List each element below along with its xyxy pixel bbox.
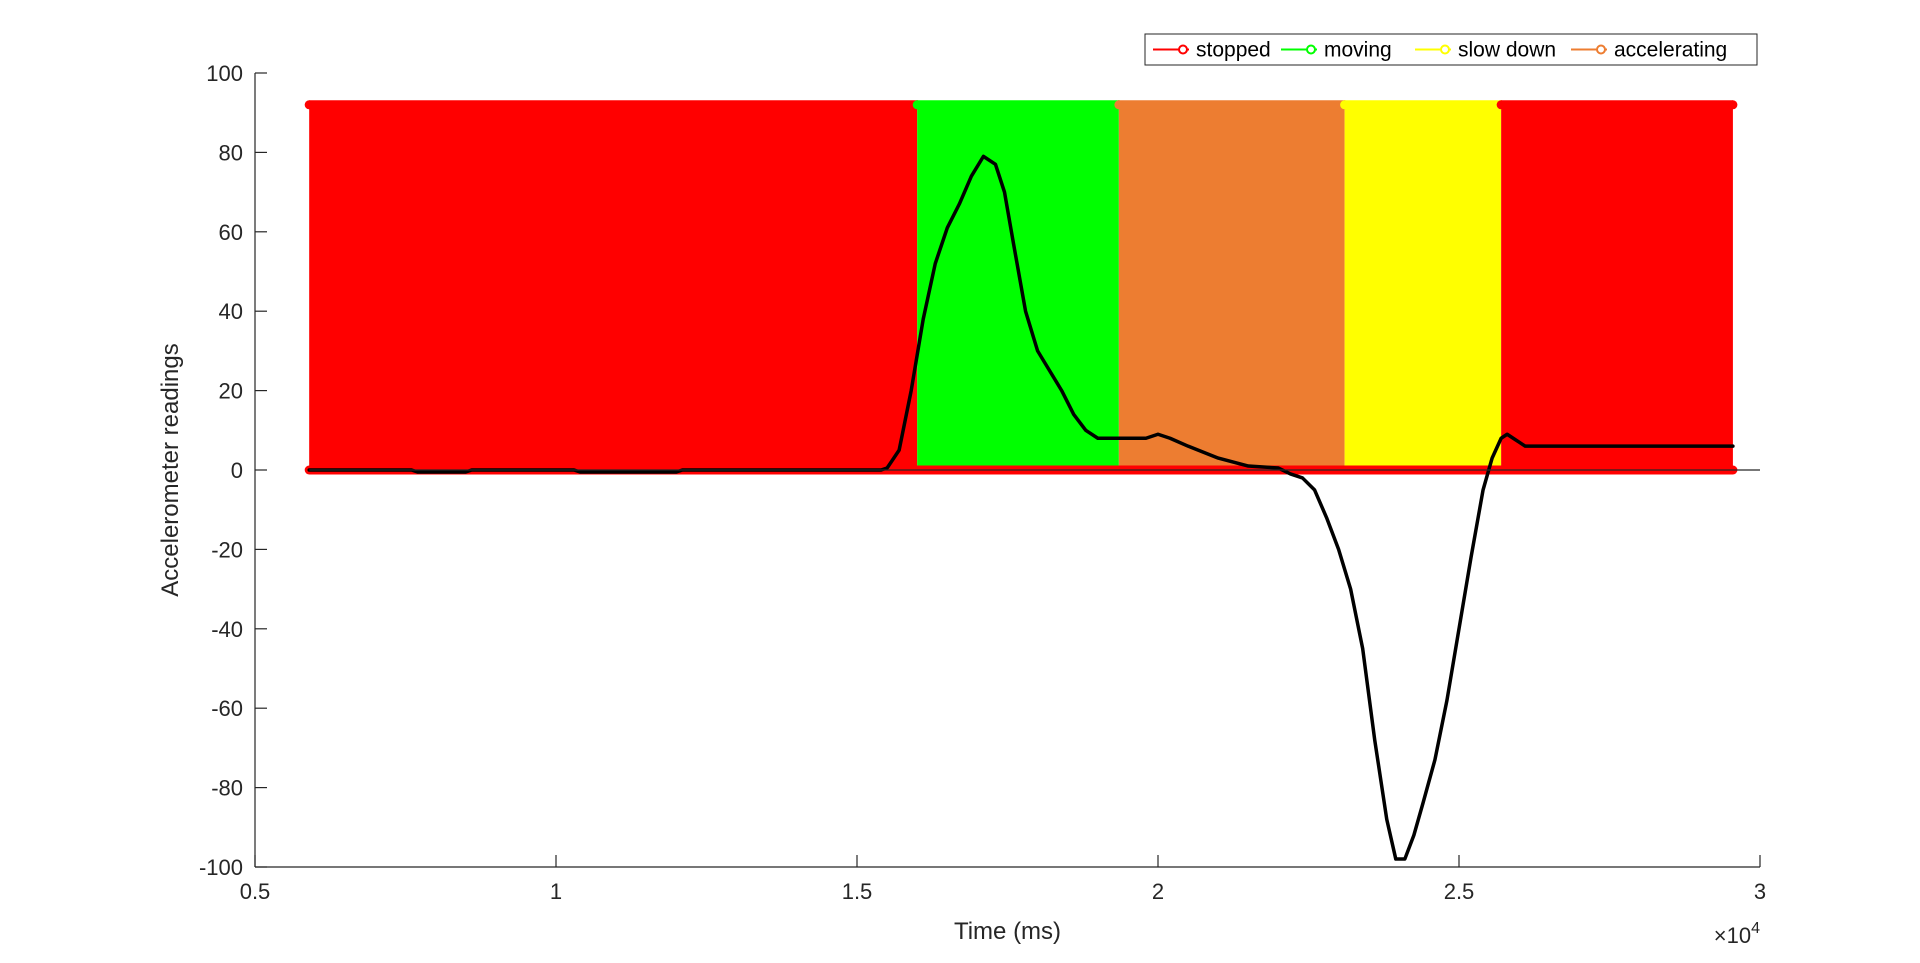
band-top-marker-end-4 bbox=[1728, 100, 1738, 110]
band-stopped-4 bbox=[1501, 104, 1733, 470]
band-top-markers-stopped-4 bbox=[1501, 100, 1733, 110]
x-tick-label: 2.5 bbox=[1444, 879, 1475, 904]
legend: stopped moving slow down accelerating bbox=[1144, 33, 1758, 66]
x-tick-label: 2 bbox=[1152, 879, 1164, 904]
band-stopped-0 bbox=[309, 104, 918, 470]
legend-marker-accelerating bbox=[1596, 44, 1606, 55]
signal-line bbox=[307, 154, 1735, 861]
band-top-markers-stopped-0 bbox=[309, 100, 918, 110]
legend-label-slow-down: slow down bbox=[1458, 39, 1556, 62]
x-tick-label: 0.5 bbox=[240, 879, 271, 904]
legend-marker-stopped bbox=[1178, 44, 1188, 55]
legend-label-moving: moving bbox=[1324, 39, 1392, 62]
band-top-markers-accelerating-2 bbox=[1118, 100, 1345, 110]
x-tick-label: 1.5 bbox=[842, 879, 873, 904]
y-tick-label: 20 bbox=[219, 379, 243, 404]
band-top-marker-start-0 bbox=[304, 100, 314, 110]
legend-marker-slow-down bbox=[1440, 44, 1450, 55]
x-exponent-label: ×104 bbox=[1714, 920, 1760, 948]
legend-label-accelerating: accelerating bbox=[1614, 39, 1727, 62]
y-tick-label: 0 bbox=[231, 458, 243, 483]
y-tick-label: -80 bbox=[211, 776, 243, 801]
y-tick-label: -60 bbox=[211, 696, 243, 721]
band-moving-1 bbox=[917, 104, 1119, 470]
band-top-markers-moving-1 bbox=[917, 100, 1119, 110]
state-bands bbox=[304, 100, 1738, 475]
y-tick-label: -40 bbox=[211, 617, 243, 642]
band-top-marker-start-1 bbox=[912, 100, 922, 110]
y-tick-label: 60 bbox=[219, 220, 243, 245]
x-tick-label: 1 bbox=[550, 879, 562, 904]
x-tick-label: 3 bbox=[1754, 879, 1766, 904]
legend-label-stopped: stopped bbox=[1196, 39, 1271, 62]
y-tick-label: -100 bbox=[199, 855, 243, 880]
band-top-markers-slow-down-3 bbox=[1344, 100, 1502, 110]
y-tick-label: 40 bbox=[219, 299, 243, 324]
y-tick-label: -20 bbox=[211, 537, 243, 562]
band-top-marker-start-2 bbox=[1114, 100, 1124, 110]
signal-layer bbox=[307, 154, 1735, 861]
y-axis-label: Accelerometer readings bbox=[157, 343, 184, 596]
band-slow-down-3 bbox=[1344, 104, 1502, 470]
band-accelerating-2 bbox=[1118, 104, 1345, 470]
y-tick-label: 100 bbox=[206, 61, 243, 86]
y-tick-label: 80 bbox=[219, 140, 243, 165]
x-axis-label: Time (ms) bbox=[954, 918, 1061, 945]
band-top-marker-start-4 bbox=[1496, 100, 1506, 110]
legend-marker-moving bbox=[1306, 44, 1316, 55]
band-top-marker-start-3 bbox=[1340, 100, 1350, 110]
